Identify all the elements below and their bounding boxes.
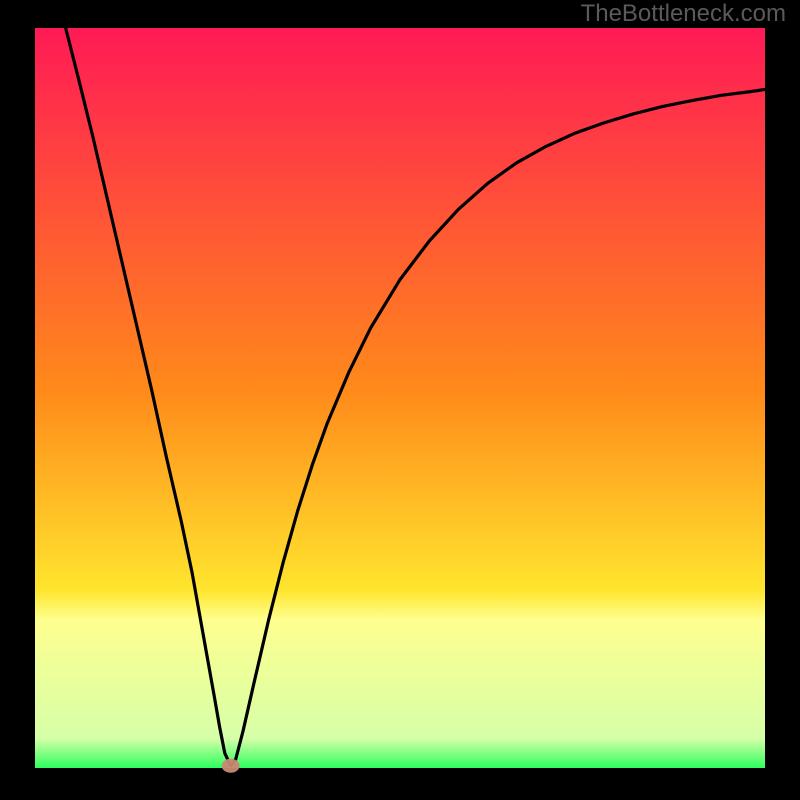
watermark-text: TheBottleneck.com	[581, 0, 786, 28]
plot-area	[35, 28, 765, 768]
